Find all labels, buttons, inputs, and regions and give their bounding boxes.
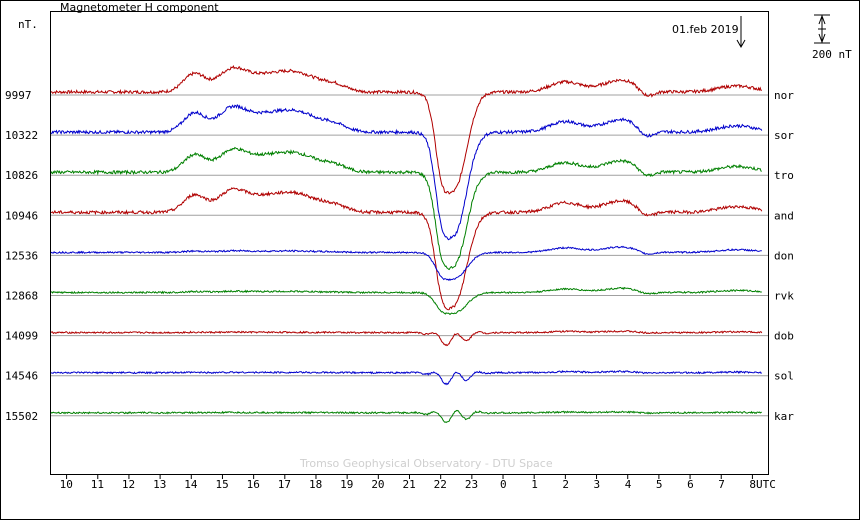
x-tick-label: 0	[500, 478, 507, 491]
x-tick-label: 10	[60, 478, 73, 491]
baseline-value-sol: 14546	[5, 370, 38, 383]
baseline-value-dob: 14099	[5, 330, 38, 343]
scale-label: 200 nT	[812, 48, 852, 61]
x-tick-label: 17	[278, 478, 291, 491]
x-tick-label: 20	[371, 478, 384, 491]
trace-nor	[50, 64, 762, 195]
scale-bar-icon	[814, 14, 830, 44]
x-tick-label: 4	[625, 478, 632, 491]
baseline-value-sor: 10322	[5, 129, 38, 142]
station-label-rvk: rvk	[774, 290, 794, 303]
station-label-kar: kar	[774, 410, 794, 423]
trace-sor	[50, 104, 763, 241]
baseline-value-nor: 9997	[5, 89, 32, 102]
date-arrow-icon	[736, 16, 746, 49]
baseline-value-and: 10946	[5, 209, 38, 222]
x-tick-label: 1	[531, 478, 538, 491]
x-tick-label: 13	[153, 478, 166, 491]
x-tick-label: 19	[340, 478, 353, 491]
station-label-sol: sol	[774, 370, 794, 383]
station-label-and: and	[774, 209, 794, 222]
x-tick-label: 16	[247, 478, 260, 491]
x-tick-label: 5	[656, 478, 663, 491]
trace-sol	[50, 369, 763, 386]
watermark: Tromso Geophysical Observatory - DTU Spa…	[299, 457, 553, 470]
baseline-value-don: 12536	[5, 249, 38, 262]
x-tick-label: 15	[215, 478, 228, 491]
plot-frame	[50, 11, 769, 475]
trace-kar	[50, 409, 762, 424]
x-tick-label: 3	[594, 478, 601, 491]
x-tick-label: 11	[91, 478, 104, 491]
station-label-sor: sor	[774, 129, 794, 142]
baseline-value-tro: 10826	[5, 169, 38, 182]
x-tick-label: 7	[718, 478, 725, 491]
x-tick-label: 21	[403, 478, 416, 491]
station-label-tro: tro	[774, 169, 794, 182]
chart-title: Magnetometer H component	[60, 1, 219, 14]
trace-dob	[50, 329, 763, 347]
x-tick-label: 2	[562, 478, 569, 491]
x-tick-label: 8	[749, 478, 756, 491]
station-label-don: don	[774, 249, 794, 262]
station-label-nor: nor	[774, 89, 794, 102]
trace-and	[50, 187, 763, 311]
x-tick-label: 23	[465, 478, 478, 491]
x-tick-label: 14	[184, 478, 198, 491]
trace-don	[50, 245, 762, 282]
x-tick-label: 18	[309, 478, 322, 491]
baseline-value-kar: 15502	[5, 410, 38, 423]
baseline-value-rvk: 12868	[5, 290, 38, 303]
trace-tro	[50, 146, 762, 271]
x-tick-label: 12	[122, 478, 135, 491]
x-tick-label: 22	[434, 478, 447, 491]
y-axis-label: nT.	[18, 18, 38, 31]
trace-rvk	[50, 286, 762, 316]
x-axis-label: UTC	[756, 478, 776, 491]
station-label-dob: dob	[774, 330, 794, 343]
x-tick-label: 6	[687, 478, 694, 491]
date-label: 01.feb 2019	[672, 23, 739, 36]
